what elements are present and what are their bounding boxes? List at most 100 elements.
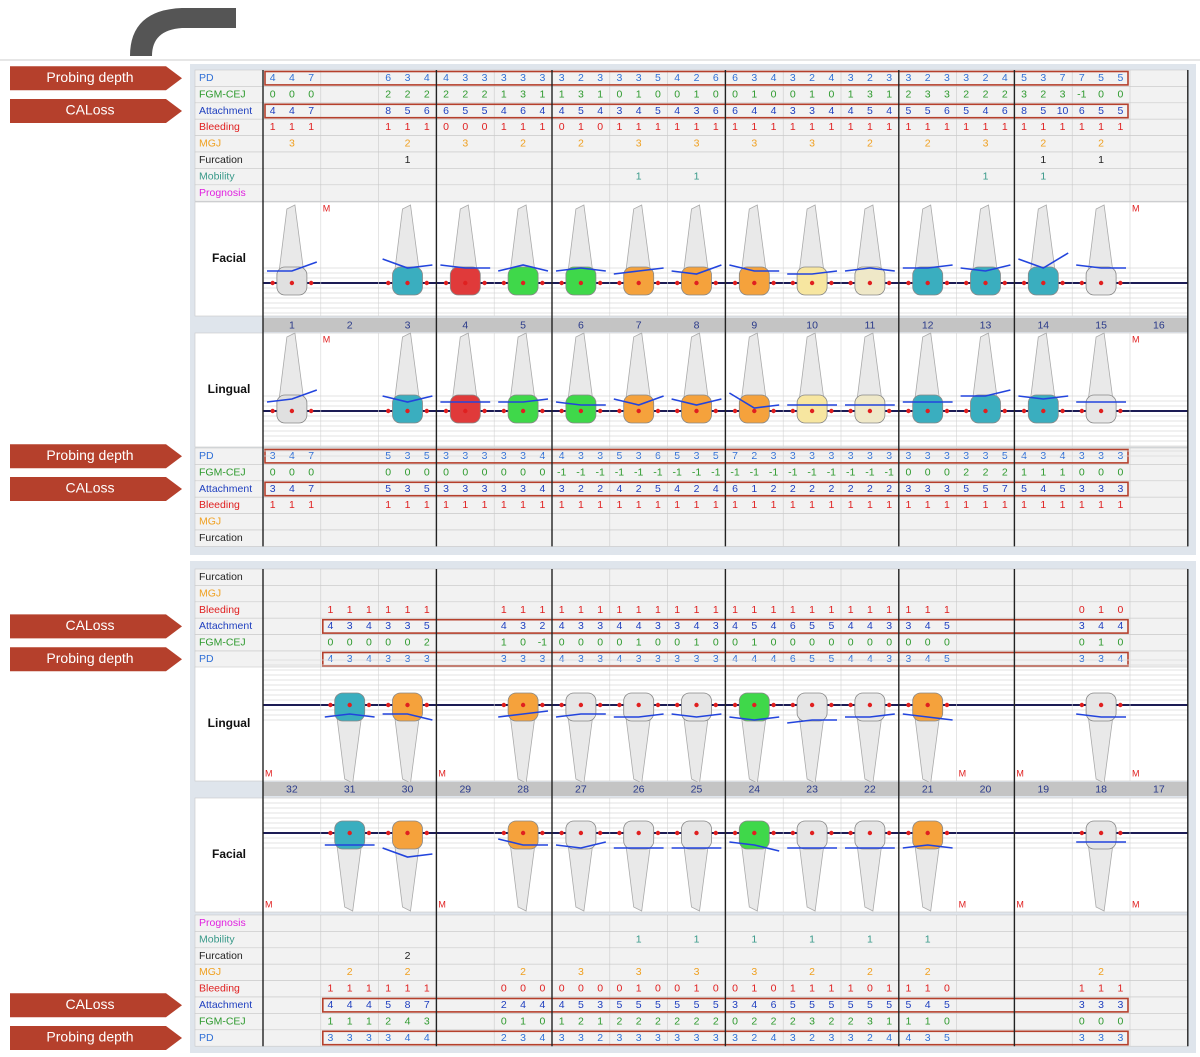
cell-value: 4 xyxy=(848,653,854,665)
cell-value: 1 xyxy=(424,604,430,616)
callout-label: Probing depth xyxy=(46,1029,133,1045)
cell-value: 3 xyxy=(1040,72,1046,84)
cell-value: 1 xyxy=(347,1015,353,1027)
cell-value: 0 xyxy=(462,121,468,133)
cell-value: 3 xyxy=(674,620,680,632)
cell-value: 1 xyxy=(771,604,777,616)
cell-value: 4 xyxy=(501,620,507,632)
cell-value: 1 xyxy=(289,499,295,511)
cell-value: 2 xyxy=(809,1032,815,1044)
probe-dot xyxy=(482,281,486,285)
cell-value: 3 xyxy=(636,72,642,84)
cell-value: 3 xyxy=(983,138,989,150)
probe-dot xyxy=(791,281,795,285)
cell-value: 4 xyxy=(828,105,834,117)
cell-value: 1 xyxy=(906,499,912,511)
tooth-number: 9 xyxy=(751,319,757,331)
cell-value: 1 xyxy=(597,88,603,100)
cell-value: 3 xyxy=(482,483,488,495)
cell-value: 0 xyxy=(809,637,815,649)
cell-value: 3 xyxy=(925,1032,931,1044)
cell-value: 5 xyxy=(655,999,661,1011)
cell-value: 3 xyxy=(443,483,449,495)
cell-value: 0 xyxy=(925,466,931,478)
cell-value: 2 xyxy=(963,466,969,478)
cell-value: 5 xyxy=(674,999,680,1011)
cell-value: 3 xyxy=(636,966,642,978)
callout-label: Probing depth xyxy=(46,447,133,463)
cell-value: 1 xyxy=(983,170,989,182)
cell-value: 4 xyxy=(559,999,565,1011)
cell-value: 1 xyxy=(983,499,989,511)
cell-value: 0 xyxy=(655,983,661,995)
cell-value: 1 xyxy=(636,121,642,133)
probe-dot xyxy=(810,409,814,413)
row-label: PD xyxy=(199,653,214,665)
cell-value: 5 xyxy=(944,620,950,632)
cell-value: 3 xyxy=(1098,653,1104,665)
cell-value: 0 xyxy=(906,637,912,649)
cell-value: 4 xyxy=(597,105,603,117)
cell-value: -1 xyxy=(827,466,836,478)
row-bg xyxy=(195,1013,1188,1029)
cell-value: 1 xyxy=(983,121,989,133)
cell-value: 5 xyxy=(790,999,796,1011)
cell-value: 5 xyxy=(983,483,989,495)
cell-value: 3 xyxy=(520,88,526,100)
cell-value: 1 xyxy=(636,604,642,616)
cell-value: 4 xyxy=(559,620,565,632)
row-bg xyxy=(195,152,1188,168)
cell-value: 7 xyxy=(308,72,314,84)
cell-value: 1 xyxy=(674,499,680,511)
cell-value: 0 xyxy=(578,637,584,649)
cell-value: 4 xyxy=(636,620,642,632)
probe-dot xyxy=(540,831,544,835)
cell-value: -1 xyxy=(692,466,701,478)
cell-value: 3 xyxy=(809,138,815,150)
cell-value: 1 xyxy=(520,604,526,616)
cell-value: 3 xyxy=(617,105,623,117)
probe-dot xyxy=(1060,409,1064,413)
probe-dot xyxy=(733,409,737,413)
logo-arc xyxy=(130,8,236,56)
cell-value: 3 xyxy=(328,1032,334,1044)
callout-label: Probing depth xyxy=(46,650,133,666)
missing-marker: M xyxy=(323,203,331,213)
cell-value: 5 xyxy=(1021,72,1027,84)
tooth-number: 12 xyxy=(922,319,934,331)
cell-value: 1 xyxy=(597,604,603,616)
probe-dot xyxy=(1099,281,1103,285)
cell-value: 2 xyxy=(771,483,777,495)
probe-dot xyxy=(733,831,737,835)
cell-value: 3 xyxy=(790,1032,796,1044)
cell-value: 4 xyxy=(539,105,545,117)
cell-value: 2 xyxy=(1040,88,1046,100)
probe-dot xyxy=(829,831,833,835)
cell-value: 3 xyxy=(1079,620,1085,632)
cell-value: 6 xyxy=(732,105,738,117)
cell-value: 3 xyxy=(520,72,526,84)
cell-value: 4 xyxy=(347,999,353,1011)
cell-value: 3 xyxy=(674,1032,680,1044)
cell-value: 3 xyxy=(906,653,912,665)
cell-value: 4 xyxy=(906,1032,912,1044)
probe-dot xyxy=(579,831,583,835)
cell-value: 1 xyxy=(1060,121,1066,133)
probe-dot xyxy=(906,703,910,707)
cell-value: 0 xyxy=(520,983,526,995)
cell-value: 0 xyxy=(347,637,353,649)
cell-value: 1 xyxy=(925,121,931,133)
cell-value: 3 xyxy=(963,72,969,84)
cell-value: 3 xyxy=(906,620,912,632)
cell-value: 5 xyxy=(848,999,854,1011)
probe-dot xyxy=(405,409,409,413)
cell-value: 3 xyxy=(636,138,642,150)
cell-value: 0 xyxy=(906,466,912,478)
cell-value: 3 xyxy=(848,1032,854,1044)
probe-dot xyxy=(848,831,852,835)
cell-value: 1 xyxy=(597,1015,603,1027)
cell-value: 3 xyxy=(886,653,892,665)
cell-value: 4 xyxy=(828,72,834,84)
cell-value: 3 xyxy=(578,620,584,632)
tooth-number: 1 xyxy=(289,319,295,331)
